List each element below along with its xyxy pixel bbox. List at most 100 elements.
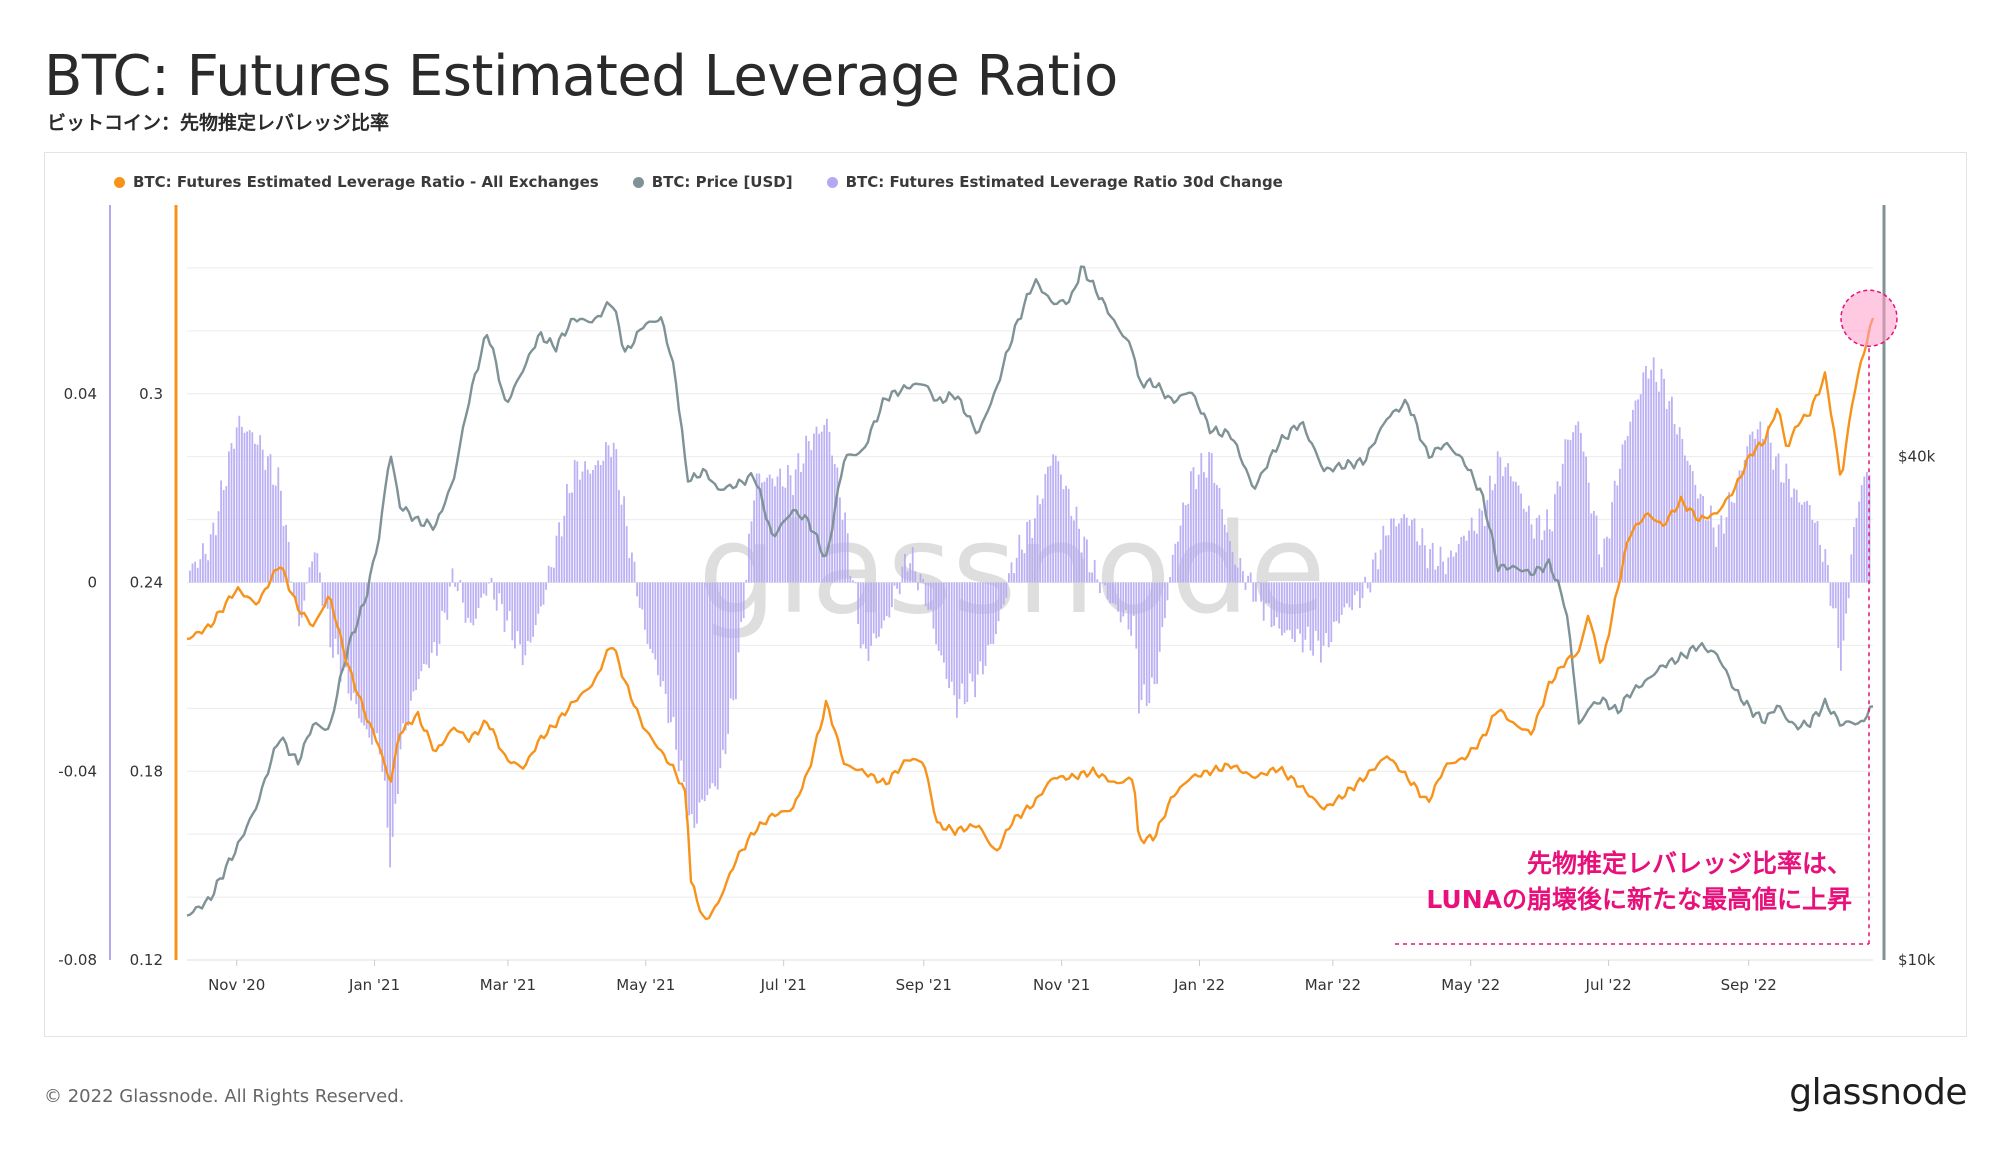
change-bar — [1231, 551, 1234, 583]
change-bar — [485, 582, 488, 596]
change-bar — [1689, 464, 1691, 583]
change-bar — [1580, 432, 1582, 583]
x-tick-label: Mar '22 — [1305, 976, 1361, 994]
change-bar — [212, 522, 215, 583]
change-bar — [1052, 454, 1054, 583]
change-bar — [893, 582, 896, 586]
change-bar — [1421, 528, 1424, 583]
change-bar — [711, 582, 714, 784]
change-bar — [285, 524, 287, 583]
change-bar — [1821, 561, 1824, 583]
change-bar — [415, 582, 417, 690]
change-bar — [1468, 530, 1470, 583]
change-bar — [1073, 520, 1075, 583]
change-bar — [1312, 582, 1314, 656]
change-bar — [1671, 396, 1673, 583]
change-bar — [792, 495, 794, 583]
change-bar — [384, 582, 386, 781]
change-bar — [1244, 582, 1247, 590]
change-bar — [550, 567, 553, 583]
brand-logo[interactable]: glassnode — [1789, 1072, 1967, 1113]
change-bar — [469, 582, 472, 623]
change-bar — [1478, 508, 1481, 583]
change-bar — [644, 582, 646, 630]
change-bar — [1743, 460, 1746, 583]
change-tick-label: 0 — [87, 574, 97, 592]
change-bar — [688, 582, 690, 816]
change-bar — [1756, 429, 1759, 583]
price-tick-label: $10k — [1898, 951, 1936, 969]
legend-item-price[interactable]: BTC: Price [USD] — [632, 173, 793, 191]
change-bar — [1751, 431, 1754, 583]
change-bar — [537, 582, 540, 614]
change-bar — [1208, 452, 1210, 583]
change-bar — [966, 582, 969, 702]
change-bar — [1476, 533, 1478, 583]
change-bar — [1114, 582, 1117, 605]
change-bar — [1470, 517, 1473, 583]
change-bar — [579, 479, 581, 583]
change-bar — [1647, 378, 1650, 583]
change-bar — [1619, 468, 1621, 583]
change-bar — [787, 465, 789, 583]
change-bar — [1556, 481, 1559, 583]
change-bar — [1140, 582, 1143, 701]
change-bar — [417, 582, 420, 680]
change-bar — [449, 582, 451, 587]
x-tick-label: Mar '21 — [480, 976, 536, 994]
change-bar — [1429, 549, 1431, 583]
change-bar — [872, 582, 875, 634]
change-bar — [878, 582, 880, 637]
change-bar — [1824, 549, 1827, 583]
change-bar — [1525, 511, 1528, 583]
copyright-text: © 2022 Glassnode. All Rights Reserved. — [44, 1086, 405, 1107]
change-bar — [706, 582, 709, 796]
change-bar — [724, 582, 727, 755]
x-tick-label: Jan '22 — [1173, 976, 1225, 994]
change-bar — [750, 521, 753, 583]
change-bar — [1216, 485, 1218, 583]
change-bar — [459, 580, 462, 583]
change-bar — [1200, 453, 1203, 583]
change-bar — [287, 541, 290, 583]
change-bar — [948, 582, 950, 688]
change-bar — [230, 443, 233, 583]
change-bar — [1606, 536, 1608, 583]
change-bar — [1283, 582, 1286, 633]
change-bar — [1161, 582, 1164, 628]
change-bar — [677, 582, 680, 772]
change-bar — [1049, 465, 1052, 583]
legend-item-change[interactable]: BTC: Futures Estimated Leverage Ratio 30… — [826, 173, 1283, 191]
change-bar — [404, 582, 407, 731]
change-bar — [1366, 582, 1369, 589]
change-bar — [1034, 518, 1036, 583]
change-bar — [1699, 493, 1702, 583]
change-bar — [1782, 482, 1785, 583]
change-bar — [547, 565, 550, 583]
change-bar — [1452, 556, 1455, 583]
change-bar — [1096, 579, 1099, 583]
change-bar — [852, 580, 854, 583]
change-bar — [503, 582, 506, 632]
change-bar — [836, 467, 839, 583]
change-bar — [194, 561, 196, 583]
change-bar — [1239, 558, 1242, 583]
change-bar — [1697, 498, 1699, 583]
change-bar — [1299, 582, 1301, 634]
change-bar — [202, 543, 204, 583]
change-bar — [654, 582, 657, 660]
change-bar — [1408, 525, 1411, 583]
change-bar — [1125, 582, 1127, 610]
change-bar — [1447, 557, 1450, 583]
legend-item-leverage[interactable]: BTC: Futures Estimated Leverage Ratio - … — [114, 173, 599, 191]
change-bar — [196, 567, 199, 583]
change-bar — [1639, 394, 1642, 583]
change-bar — [1587, 482, 1590, 583]
change-bar — [1798, 502, 1801, 583]
change-bar — [1000, 582, 1002, 609]
change-bar — [1353, 582, 1356, 595]
change-bar — [805, 435, 807, 583]
change-bar — [321, 582, 324, 606]
change-bar — [1112, 582, 1114, 604]
change-bar — [870, 582, 872, 646]
